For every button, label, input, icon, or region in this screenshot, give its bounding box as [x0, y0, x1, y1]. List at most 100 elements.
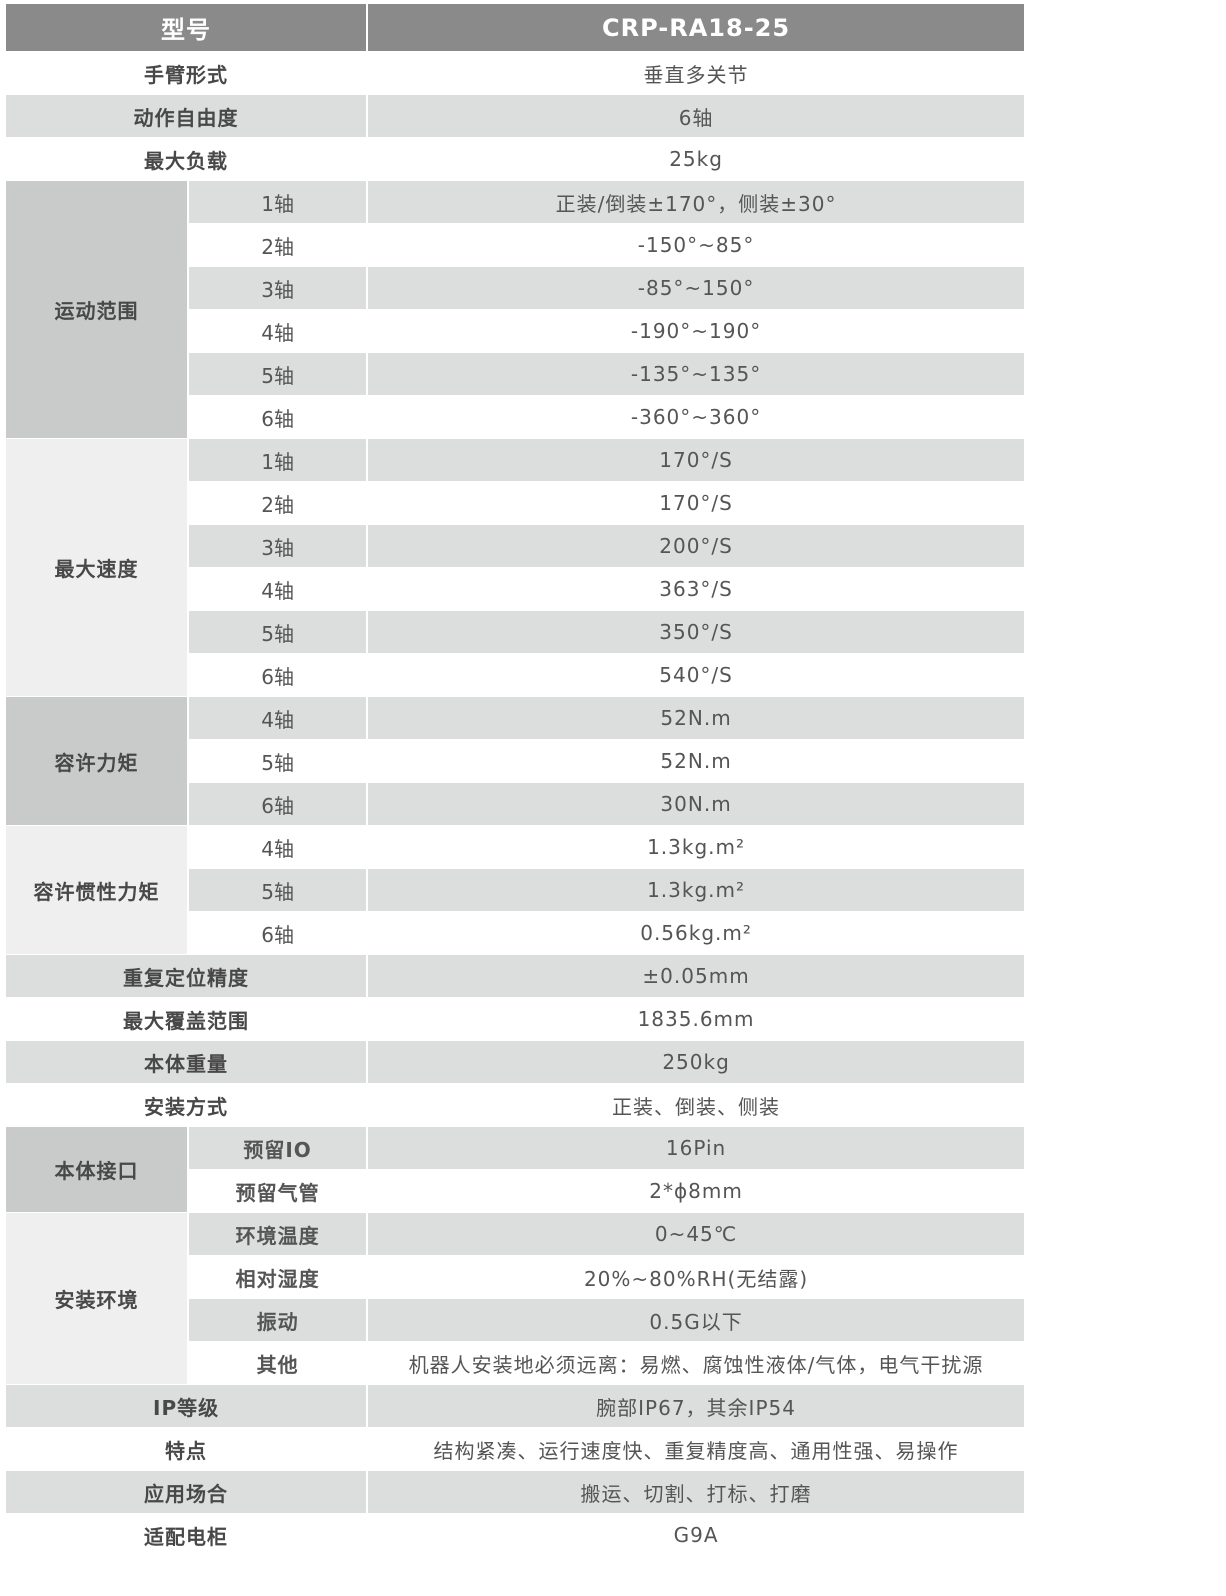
table-header-row: 型号 CRP-RA18-25: [6, 4, 1024, 51]
table-row: 容许惯性力矩 4轴 1.3kg.m²: [6, 826, 1024, 954]
sub-label: 预留气管: [235, 1180, 320, 1205]
spec-value: -85°~150°: [368, 267, 1024, 309]
table-row: 动作自由度 6轴: [6, 95, 1024, 137]
table-row: 最大覆盖范围 1835.6mm: [6, 998, 1024, 1040]
table-row: 重复定位精度 ±0.05mm: [6, 955, 1024, 997]
group-label: 容许力矩: [6, 697, 188, 825]
sub-label: 环境温度: [189, 1213, 367, 1255]
group-label: 本体接口: [6, 1127, 188, 1212]
table-row: 最大速度 1轴 170°/S: [6, 439, 1024, 696]
group-label: 安装环境: [6, 1213, 188, 1384]
table-row: 6轴 540°/S: [6, 654, 1024, 696]
spec-value: 垂直多关节: [643, 62, 749, 87]
group-label: 运动范围: [6, 181, 188, 438]
table-row: 5轴 52N.m: [6, 740, 1024, 782]
spec-label: 本体重量: [6, 1041, 367, 1083]
table-row: 其他 机器人安装地必须远离：易燃、腐蚀性液体/气体，电气干扰源: [6, 1342, 1024, 1384]
sub-label: 4轴: [261, 578, 294, 603]
table-row: 5轴 350°/S: [6, 611, 1024, 653]
spec-label: 手臂形式: [144, 62, 229, 87]
spec-value: 52N.m: [660, 749, 732, 773]
table-row: 5轴 -135°~135°: [6, 353, 1024, 395]
spec-value: 170°/S: [368, 439, 1024, 481]
spec-value: -190°~190°: [630, 319, 762, 343]
spec-label: 适配电柜: [144, 1524, 229, 1549]
sub-label: 相对湿度: [235, 1266, 320, 1291]
spec-value: 6轴: [368, 95, 1024, 137]
sub-label: 振动: [189, 1299, 367, 1341]
table-row: 2轴 -150°~85°: [6, 224, 1024, 266]
spec-value: 2*ϕ8mm: [649, 1179, 743, 1203]
group-label: 最大速度: [6, 439, 188, 696]
sub-label: 预留IO: [189, 1127, 367, 1169]
spec-value: 16Pin: [368, 1127, 1024, 1169]
spec-value: 20%~80%RH(无结露): [583, 1266, 809, 1291]
spec-label: 应用场合: [6, 1471, 367, 1513]
spec-value: 正装/倒装±170°，侧装±30°: [368, 181, 1024, 223]
table-row: 手臂形式 垂直多关节: [6, 52, 1024, 94]
sub-label: 1轴: [189, 181, 367, 223]
spec-value: 正装、倒装、侧装: [612, 1094, 781, 1119]
sub-label: 4轴: [261, 320, 294, 345]
spec-value: 363°/S: [659, 577, 733, 601]
sub-label: 1轴: [189, 439, 367, 481]
table-row: 本体接口 预留IO 16Pin: [6, 1127, 1024, 1212]
spec-value: 30N.m: [368, 783, 1024, 825]
spec-value: 结构紧凑、运行速度快、重复精度高、通用性强、易操作: [433, 1438, 959, 1463]
table-row: 3轴 200°/S: [6, 525, 1024, 567]
spec-value: 1835.6mm: [637, 1007, 755, 1031]
spec-label: 重复定位精度: [6, 955, 367, 997]
table-row: 最大负载 25kg: [6, 138, 1024, 180]
sub-label: 5轴: [189, 353, 367, 395]
spec-label: 最大负载: [144, 148, 229, 173]
sub-label: 6轴: [261, 922, 294, 947]
spec-label: 安装方式: [144, 1094, 229, 1119]
spec-value: 1.3kg.m²: [368, 869, 1024, 911]
spec-value: 腕部IP67，其余IP54: [368, 1385, 1024, 1427]
table-row: 振动 0.5G以下: [6, 1299, 1024, 1341]
spec-value: 250kg: [368, 1041, 1024, 1083]
table-row: 容许力矩 4轴 52N.m: [6, 697, 1024, 825]
spec-label: IP等级: [6, 1385, 367, 1427]
sub-label: 5轴: [261, 750, 294, 775]
spec-value: 170°/S: [659, 491, 733, 515]
spec-value: 0.56kg.m²: [640, 921, 752, 945]
header-label: 型号: [6, 4, 367, 51]
sub-label: 6轴: [189, 783, 367, 825]
spec-value: 350°/S: [368, 611, 1024, 653]
spec-value: -135°~135°: [368, 353, 1024, 395]
table-row: 预留气管 2*ϕ8mm: [6, 1170, 1024, 1212]
sub-label: 3轴: [189, 525, 367, 567]
table-row: 安装环境 环境温度 0~45℃: [6, 1213, 1024, 1384]
table-row: 相对湿度 20%~80%RH(无结露): [6, 1256, 1024, 1298]
table-row: 适配电柜 G9A: [6, 1514, 1024, 1556]
spec-value: 机器人安装地必须远离：易燃、腐蚀性液体/气体，电气干扰源: [408, 1352, 984, 1377]
sub-label: 3轴: [189, 267, 367, 309]
table-row: IP等级 腕部IP67，其余IP54: [6, 1385, 1024, 1427]
header-model: CRP-RA18-25: [368, 4, 1024, 51]
spec-value: ±0.05mm: [368, 955, 1024, 997]
sub-label: 5轴: [189, 611, 367, 653]
sub-label: 其他: [256, 1352, 299, 1377]
spec-value: 200°/S: [368, 525, 1024, 567]
sub-label: 2轴: [261, 234, 294, 259]
table-row: 2轴 170°/S: [6, 482, 1024, 524]
spec-value: G9A: [673, 1523, 719, 1547]
table-row: 运动范围 1轴 正装/倒装±170°，侧装±30°: [6, 181, 1024, 438]
spec-value: 1.3kg.m²: [647, 835, 746, 859]
table-row: 5轴 1.3kg.m²: [6, 869, 1024, 911]
spec-table: 型号 CRP-RA18-25 手臂形式 垂直多关节动作自由度 6轴最大负载 25kg 运…: [4, 3, 1026, 1557]
sub-label: 6轴: [261, 664, 294, 689]
group-label: 容许惯性力矩: [6, 826, 188, 954]
table-row: 4轴 -190°~190°: [6, 310, 1024, 352]
table-row: 安装方式 正装、倒装、侧装: [6, 1084, 1024, 1126]
spec-value: 25kg: [669, 147, 723, 171]
table-row: 6轴 -360°~360°: [6, 396, 1024, 438]
table-row: 本体重量 250kg: [6, 1041, 1024, 1083]
table-row: 应用场合 搬运、切割、打标、打磨: [6, 1471, 1024, 1513]
spec-label: 特点: [165, 1438, 208, 1463]
sub-label: 4轴: [189, 697, 367, 739]
spec-label: 最大覆盖范围: [123, 1008, 250, 1033]
spec-value: -150°~85°: [637, 233, 755, 257]
spec-value: -360°~360°: [630, 405, 762, 429]
